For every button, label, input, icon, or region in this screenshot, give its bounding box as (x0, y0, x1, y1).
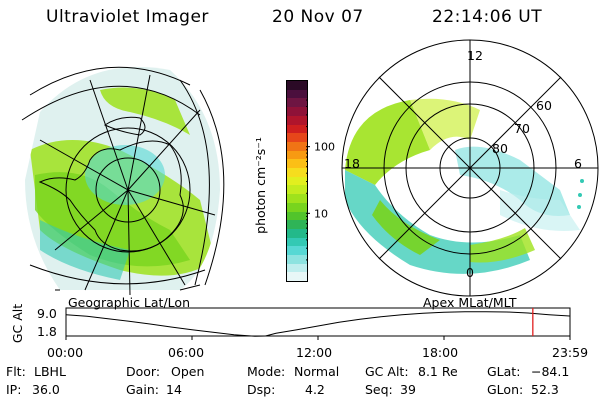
polar-map-label: Apex MLat/MLT (423, 295, 517, 310)
flt-value: LBHL (34, 364, 66, 379)
colorbar-swatch (287, 124, 307, 134)
gcalt-label: GC Alt: (365, 364, 409, 379)
dsp-value: 4.2 (305, 382, 325, 397)
timeline-ytick-high: 9.0 (37, 306, 57, 321)
colorbar-swatch (287, 150, 307, 160)
colorbar-swatch (287, 246, 307, 256)
colorbar-swatch (287, 115, 307, 125)
colorbar-swatch (287, 263, 307, 273)
colorbar-swatch (287, 228, 307, 238)
gain-label: Gain: (126, 382, 159, 397)
geographic-map-label: Geographic Lat/Lon (68, 295, 190, 310)
mlt-label-6: 6 (574, 156, 582, 171)
glon-label: GLon: (487, 382, 524, 397)
colorbar-swatch (287, 185, 307, 195)
polar-dots (577, 179, 584, 209)
mode-value: Normal (294, 364, 340, 379)
seq-value: 39 (400, 382, 416, 397)
glon-value: 52.3 (531, 382, 559, 397)
colorbar-swatch (287, 98, 307, 108)
polar-grid (341, 39, 599, 297)
colorbar-swatch (287, 107, 307, 116)
polar-auroral-emission (345, 98, 580, 274)
mlt-label-18: 18 (344, 156, 360, 171)
colorbar-swatch (287, 159, 307, 169)
colorbar-swatch (287, 220, 307, 229)
timeline-xtick-0600: 06:00 (168, 345, 205, 360)
colorbar-swatch (287, 141, 307, 151)
dsp-label: Dsp: (247, 382, 276, 397)
mlat-label-80: 80 (492, 141, 508, 156)
colorbar-swatch (287, 255, 307, 264)
colorbar-axis: 100 10 (306, 99, 335, 261)
observation-date: 20 Nov 07 (272, 7, 364, 27)
mlt-label-0: 0 (466, 265, 474, 280)
colorbar-swatch (287, 89, 307, 99)
flt-label: Flt: (6, 364, 26, 379)
colorbar-swatch (287, 194, 307, 203)
glat-label: GLat: (487, 364, 521, 379)
colorbar-swatch (287, 81, 307, 90)
colorbar-tick-label: 100 (314, 141, 335, 154)
timeline-xtick-1800: 18:00 (422, 345, 459, 360)
colorbar-swatch (287, 211, 307, 221)
instrument-title: Ultraviolet Imager (46, 7, 209, 27)
ip-value: 36.0 (32, 382, 60, 397)
timeline-xtick-0000: 00:00 (47, 345, 84, 360)
graticule (21, 66, 225, 296)
colorbar-swatch (287, 176, 307, 186)
colorbar-swatch (287, 272, 307, 282)
colorbar-swatch (287, 237, 307, 247)
altitude-curve (65, 311, 570, 337)
gcalt-value: 8.1 Re (418, 364, 458, 379)
timeline-xtick-2359: 23:59 (552, 345, 589, 360)
gain-value: 14 (166, 382, 182, 397)
mode-label: Mode: (247, 364, 286, 379)
timeline-ylabel: GC Alt (10, 303, 26, 344)
antarctica-coastline (38, 116, 184, 252)
door-value: Open (171, 364, 205, 379)
colorbar-tick-label: 10 (314, 207, 328, 220)
mlt-label-12: 12 (467, 48, 483, 63)
colorbar-swatch (287, 202, 307, 212)
timeline-ytick-low: 1.8 (37, 324, 57, 339)
timeline-xtick-1200: 12:00 (296, 345, 333, 360)
colorbar (286, 80, 308, 282)
ip-label: IP: (6, 382, 22, 397)
mlat-label-70: 70 (514, 121, 530, 136)
glat-value: −84.1 (531, 364, 570, 379)
observation-time: 22:14:06 UT (432, 7, 543, 27)
mlat-label-60: 60 (536, 98, 552, 113)
seq-label: Seq: (365, 382, 393, 397)
door-label: Door: (126, 364, 161, 379)
colorbar-swatch (287, 133, 307, 142)
colorbar-swatch (287, 168, 307, 177)
